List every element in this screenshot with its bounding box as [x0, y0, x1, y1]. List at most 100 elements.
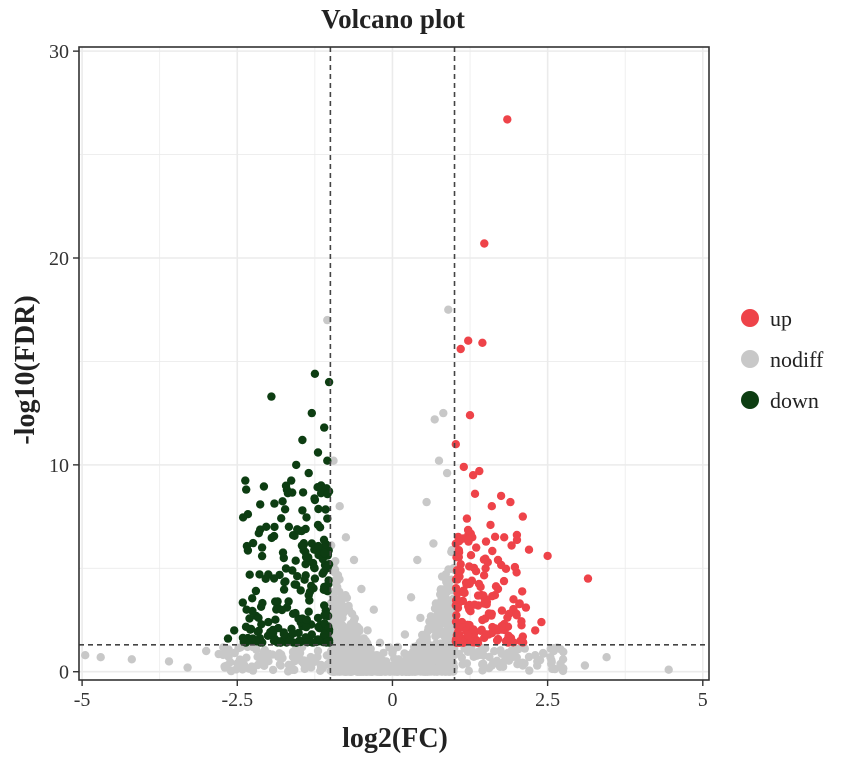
- up-point: [453, 637, 463, 646]
- down-point: [324, 576, 333, 585]
- nodiff-point: [290, 656, 299, 666]
- down-point: [287, 476, 296, 485]
- nodiff-point: [435, 601, 444, 611]
- nodiff-point: [438, 591, 447, 601]
- legend-label-up: up: [770, 306, 792, 331]
- nodiff-point: [507, 646, 517, 655]
- nodiff-point: [379, 648, 388, 658]
- nodiff-point: [547, 657, 556, 667]
- down-point: [242, 541, 252, 551]
- nodiff-point: [664, 665, 673, 674]
- up-point: [466, 551, 476, 560]
- plot-panel: [79, 47, 709, 680]
- up-point: [515, 599, 524, 609]
- down-point: [267, 392, 276, 401]
- nodiff-point: [235, 655, 245, 664]
- up-point: [484, 609, 494, 618]
- up-point: [518, 512, 527, 521]
- down-point: [295, 526, 304, 535]
- up-point: [497, 606, 507, 615]
- down-point: [310, 494, 319, 503]
- down-point: [281, 564, 291, 573]
- down-point: [314, 504, 323, 514]
- nodiff-point: [464, 666, 473, 676]
- down-point: [264, 617, 273, 627]
- x-tick-label: -5: [74, 689, 91, 711]
- nodiff-point: [375, 661, 384, 671]
- y-tick-label: 20: [49, 248, 69, 270]
- up-point: [468, 471, 478, 480]
- up-point: [472, 543, 481, 552]
- up-point: [462, 580, 471, 589]
- nodiff-point: [558, 666, 568, 676]
- up-point: [459, 462, 468, 472]
- down-point: [292, 460, 301, 470]
- nodiff-point: [330, 615, 339, 625]
- nodiff-point: [299, 656, 309, 665]
- down-point: [259, 482, 269, 491]
- up-point: [464, 535, 473, 544]
- plot-frame: [78, 46, 710, 681]
- nodiff-point: [336, 621, 345, 630]
- x-tick-label: 0: [387, 689, 397, 711]
- up-point: [512, 535, 522, 545]
- down-point: [301, 552, 311, 562]
- down-point: [285, 636, 294, 646]
- up-point: [452, 611, 461, 620]
- down-point: [298, 435, 307, 445]
- nodiff-point: [344, 663, 354, 673]
- nodiff-point: [369, 605, 378, 614]
- up-point: [491, 582, 501, 591]
- nodiff-point: [525, 666, 534, 675]
- nodiff-point: [341, 533, 351, 542]
- up-point: [503, 115, 512, 124]
- nodiff-point: [514, 645, 523, 654]
- up-point: [475, 466, 484, 476]
- nodiff-point: [244, 664, 254, 673]
- up-point: [521, 603, 531, 612]
- up-point: [500, 533, 509, 542]
- legend-label-down: down: [770, 388, 819, 413]
- nodiff-point: [437, 652, 446, 661]
- down-point: [298, 488, 308, 497]
- down-point: [323, 456, 332, 465]
- up-point: [482, 630, 491, 639]
- up-point: [469, 625, 478, 634]
- nodiff-point: [504, 656, 514, 665]
- nodiff-point: [339, 643, 348, 653]
- nodiff-point: [238, 665, 247, 674]
- legend-swatch-up: [741, 309, 759, 327]
- nodiff-point: [458, 660, 467, 669]
- down-point: [305, 596, 314, 605]
- down-point: [318, 569, 327, 578]
- nodiff-point: [549, 644, 559, 653]
- down-point: [269, 574, 279, 583]
- down-point: [291, 608, 300, 618]
- nodiff-point: [232, 665, 241, 674]
- down-point: [261, 574, 270, 583]
- legend-label-nodiff: nodiff: [770, 347, 824, 372]
- nodiff-point: [602, 653, 611, 662]
- down-point: [284, 522, 294, 531]
- up-point: [453, 628, 462, 637]
- down-point: [323, 514, 332, 523]
- nodiff-point: [383, 661, 392, 670]
- up-point: [501, 564, 511, 573]
- legend: up nodiff down: [741, 306, 824, 413]
- down-point: [288, 566, 297, 575]
- nodiff-point: [335, 666, 344, 675]
- down-point: [310, 564, 319, 573]
- nodiff-series: [81, 305, 673, 676]
- nodiff-point: [559, 647, 568, 657]
- up-point: [488, 546, 497, 556]
- down-point: [288, 488, 297, 497]
- nodiff-point: [353, 659, 362, 668]
- nodiff-point: [313, 652, 322, 662]
- up-point: [480, 239, 489, 248]
- nodiff-point: [580, 661, 590, 670]
- nodiff-point: [556, 659, 565, 669]
- nodiff-point: [306, 657, 315, 666]
- up-point: [509, 595, 518, 604]
- down-point: [319, 585, 328, 594]
